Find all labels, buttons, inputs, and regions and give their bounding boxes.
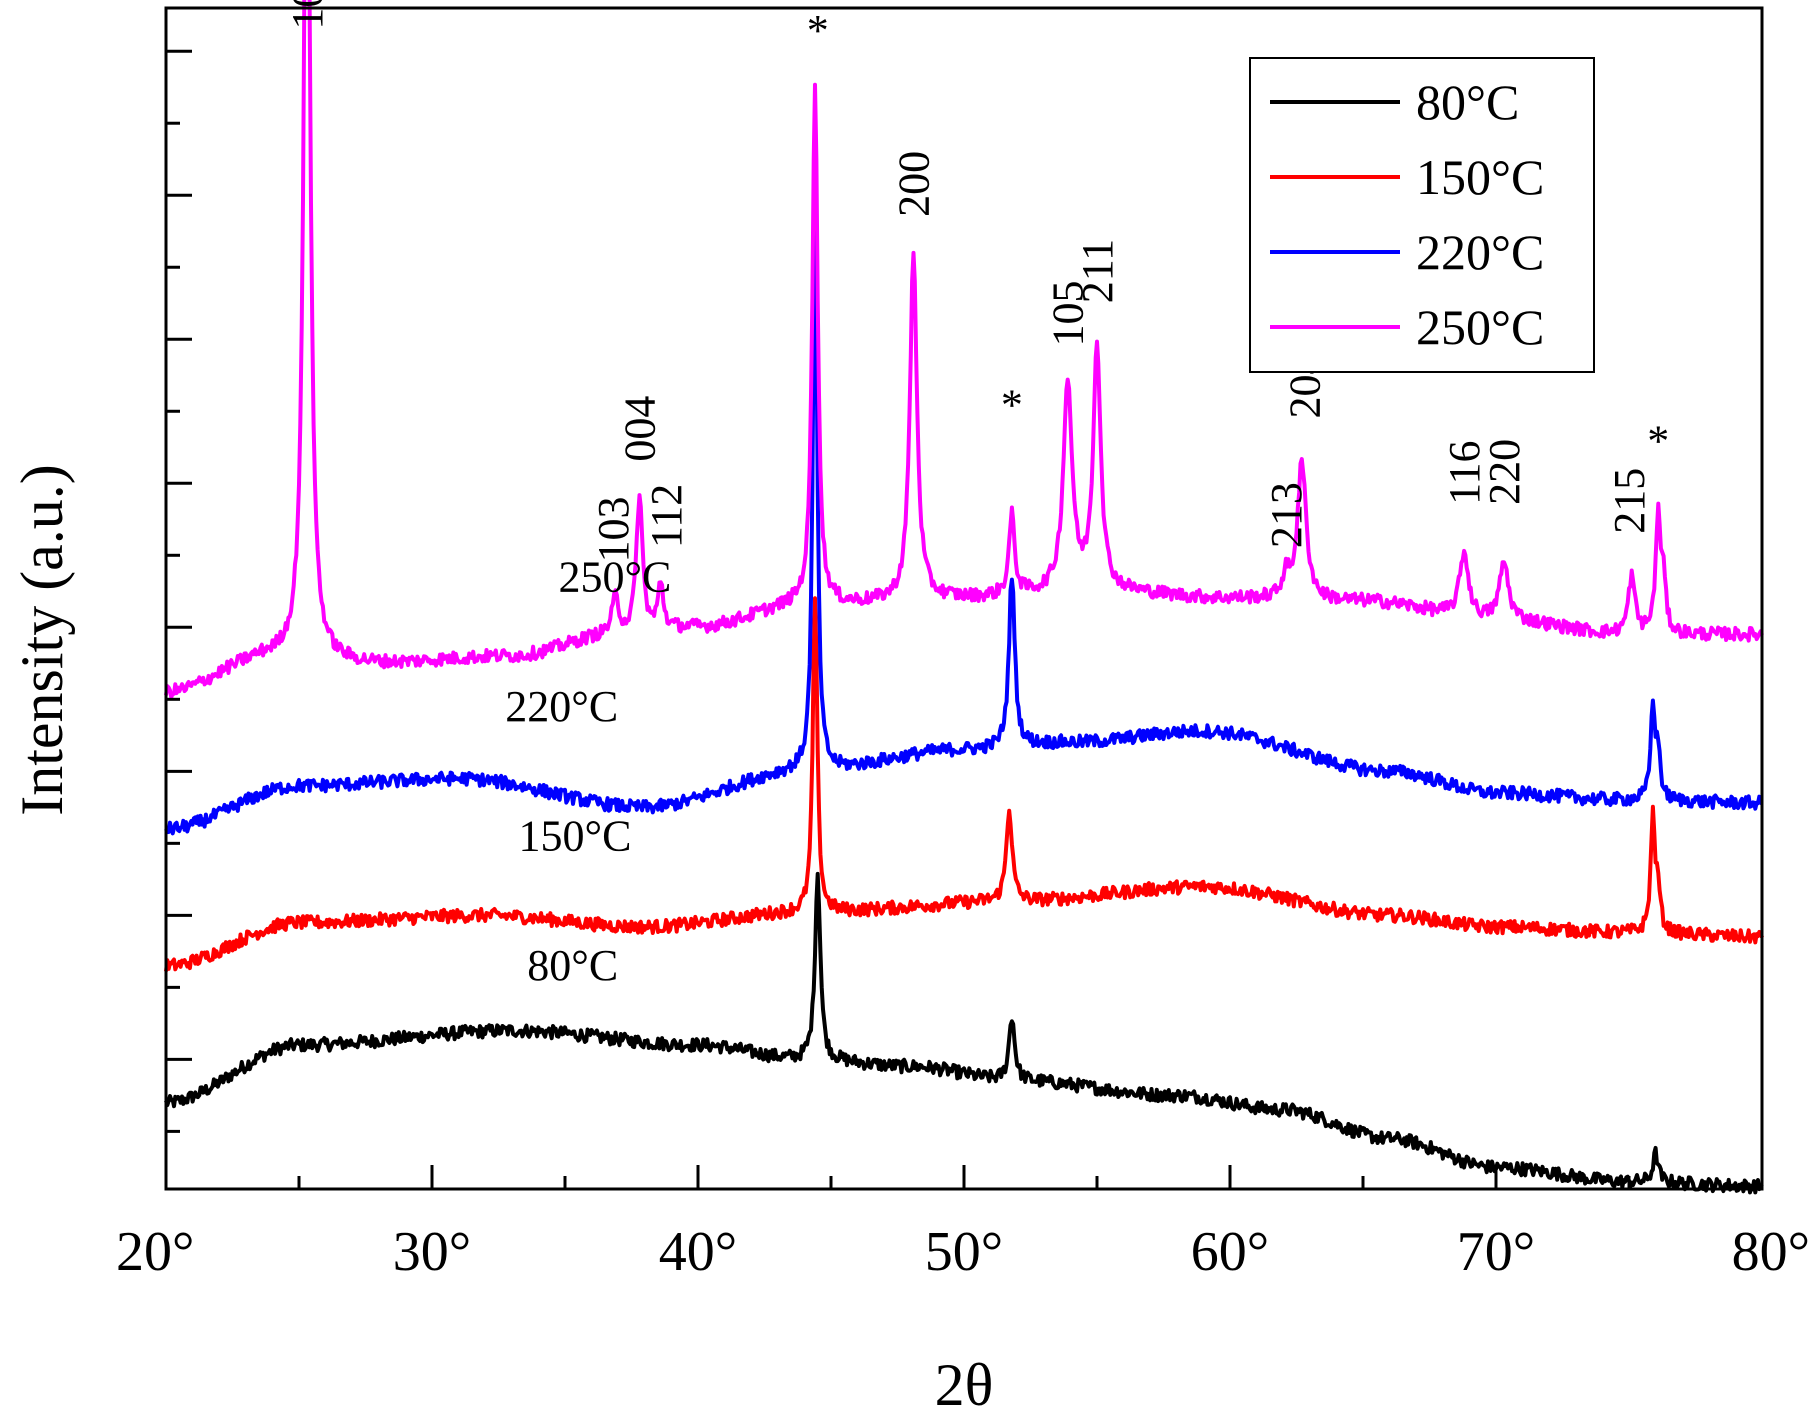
curve-labels: 80°C 150°C 220°C 250°C (505, 552, 671, 990)
curve-label-80C: 80°C (527, 941, 618, 990)
peak-label-211: 211 (1073, 239, 1122, 303)
peak-asterisk: * (1001, 381, 1023, 430)
x-axis-title: 2θ (935, 1352, 994, 1418)
y-axis-title: Intensity (a.u.) (9, 464, 75, 816)
peak-label-004: 004 (615, 396, 664, 462)
curve-label-150C: 150°C (519, 812, 632, 861)
peak-label-101: 101 (283, 0, 332, 30)
peak-asterisk: * (807, 6, 829, 55)
peak-label-105: 105 (1044, 280, 1093, 346)
peak-label-112: 112 (642, 484, 691, 548)
x-tick-label: 40° (659, 1221, 737, 1283)
x-axis-ticks: 20° 30° 40° 50° 60° 70° 80° (116, 1165, 1810, 1283)
x-tick-label: 60° (1191, 1221, 1269, 1283)
legend-frame (1249, 57, 1595, 373)
series-line-220C (164, 205, 1764, 836)
x-tick-label: 80° (1732, 1221, 1810, 1283)
legend-label: 250°C (1416, 299, 1544, 355)
peak-label-213: 213 (1262, 482, 1311, 548)
x-tick-label: 30° (393, 1221, 471, 1283)
peak-label-200: 200 (889, 151, 938, 217)
x-tick-label: 50° (925, 1221, 1003, 1283)
legend-label: 80°C (1416, 74, 1519, 130)
peak-label-116: 116 (1440, 441, 1489, 505)
legend-label: 220°C (1416, 224, 1544, 280)
legend-entries: 80°C 150°C 220°C 250°C (1270, 74, 1544, 355)
series-line-150C (164, 596, 1764, 972)
x-tick-label: 70° (1457, 1221, 1535, 1283)
legend-label: 150°C (1416, 149, 1544, 205)
peak-label-103: 103 (589, 496, 638, 562)
y-axis-ticks (166, 49, 192, 1133)
legend: 80°C 150°C 220°C 250°C (1249, 57, 1595, 373)
series-line-250C (164, 0, 1764, 700)
x-tick-label: 20° (116, 1221, 194, 1283)
curve-label-250C: 250°C (558, 552, 671, 601)
curve-label-220C: 220°C (505, 682, 618, 731)
peak-asterisk: * (1647, 417, 1669, 466)
peak-label-215: 215 (1605, 468, 1654, 534)
peak-label-220: 220 (1480, 439, 1529, 505)
